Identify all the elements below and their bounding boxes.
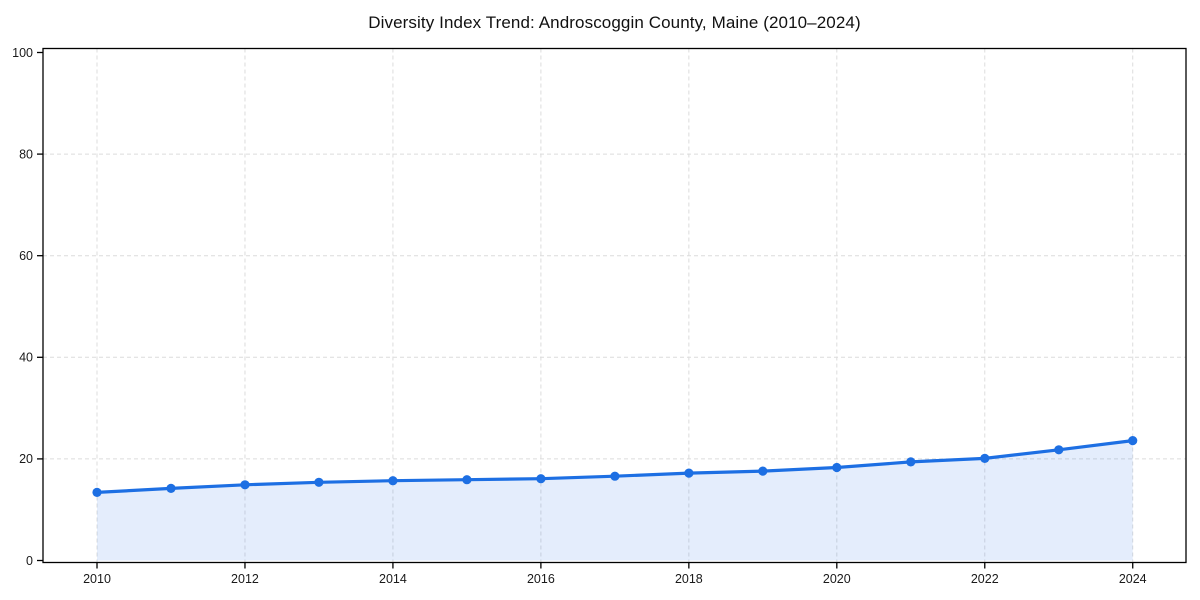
x-tick-label: 2020 [823, 572, 851, 586]
data-point-marker [684, 468, 694, 478]
data-point-marker [166, 483, 176, 493]
x-tick-label: 2024 [1119, 572, 1147, 586]
data-point-marker [240, 480, 250, 490]
y-tick-label: 80 [19, 147, 33, 161]
data-point-marker [92, 487, 102, 497]
data-point-marker [314, 477, 324, 487]
x-tick-label: 2018 [675, 572, 703, 586]
data-point-marker [758, 466, 768, 476]
x-tick-label: 2016 [527, 572, 555, 586]
data-point-marker [832, 462, 842, 473]
y-tick-label: 100 [12, 46, 33, 60]
y-tick-label: 40 [19, 351, 33, 365]
data-point-marker [906, 457, 916, 467]
data-point-marker [536, 474, 546, 484]
data-point-marker [388, 476, 398, 486]
area-fill [97, 440, 1133, 561]
x-tick-label: 2012 [231, 572, 259, 586]
data-point-marker [610, 471, 620, 481]
y-tick-label: 0 [26, 554, 33, 568]
y-tick-label: 20 [19, 452, 33, 466]
data-point-marker [1054, 445, 1064, 455]
data-point-marker [980, 453, 990, 463]
plot-frame [42, 47, 1187, 564]
x-tick-label: 2022 [971, 572, 999, 586]
chart-title: Diversity Index Trend: Androscoggin Coun… [368, 13, 861, 32]
data-point-marker [462, 475, 472, 485]
data-point-marker [1128, 436, 1138, 446]
y-tick-label: 60 [19, 249, 33, 263]
x-tick-label: 2014 [379, 572, 407, 586]
x-tick-label: 2010 [83, 572, 111, 586]
